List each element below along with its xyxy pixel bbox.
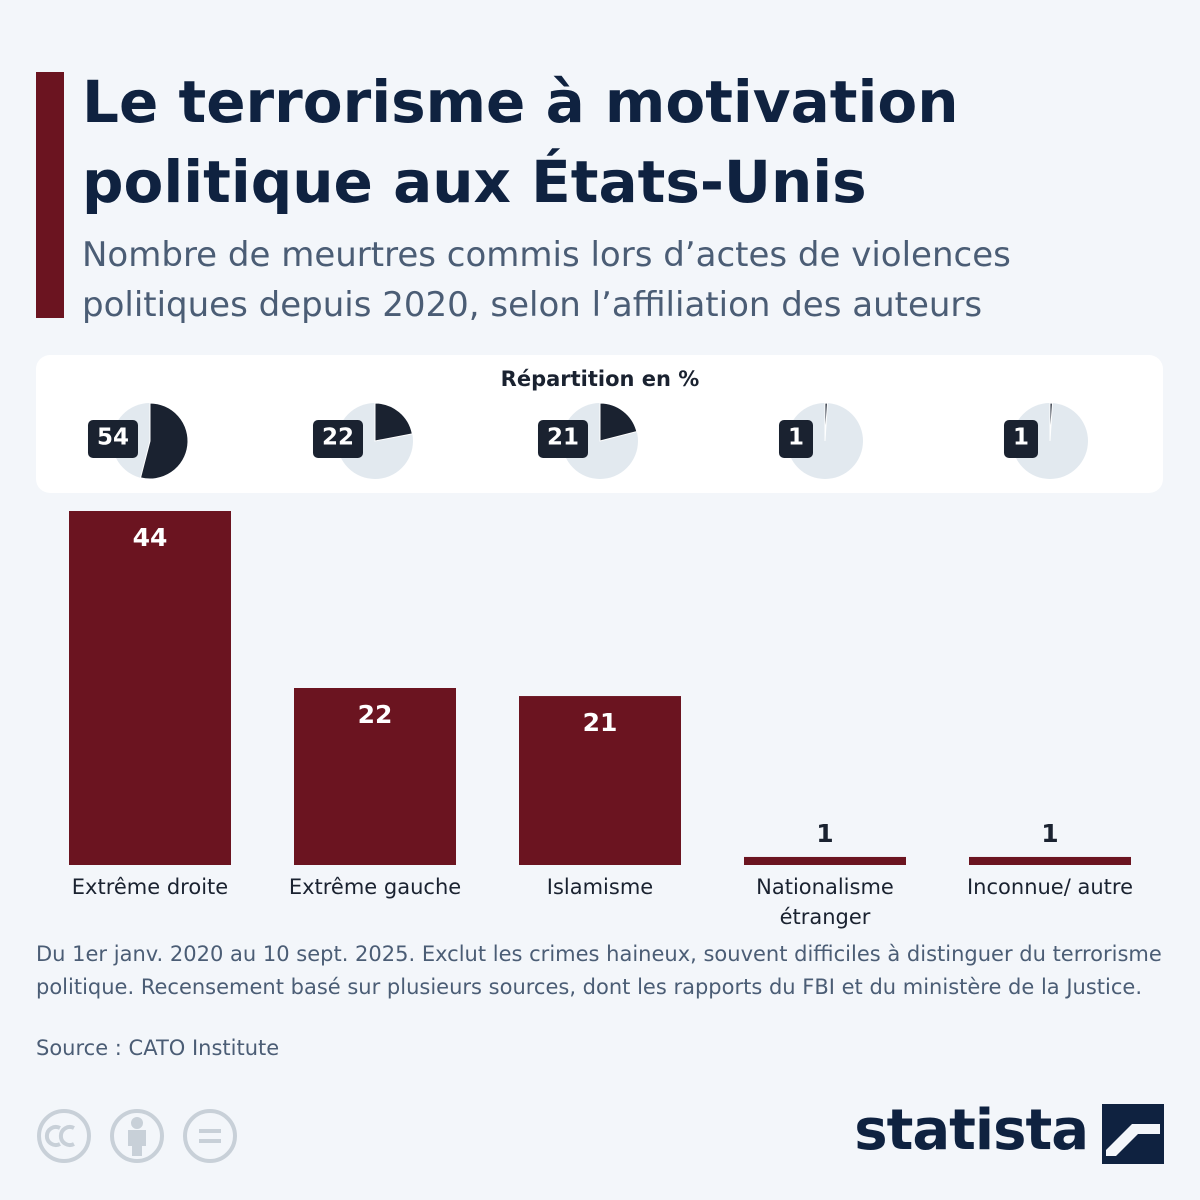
pie-value-label: 1: [788, 425, 804, 451]
note: Du 1er janv. 2020 au 10 sept. 2025. Excl…: [36, 942, 1162, 999]
pie-slice: [1049, 402, 1053, 442]
accent-bar: [36, 72, 64, 318]
pie-slice: [139, 402, 189, 480]
icon-shape: [1106, 1124, 1160, 1156]
pie-label-box: [312, 420, 363, 458]
pie-label-box: [87, 420, 138, 458]
pie-value-label: 1: [1013, 425, 1029, 451]
brand-icon: [1102, 1104, 1164, 1164]
pie-value-label: 54: [97, 425, 129, 451]
bar-value-label: 22: [358, 700, 393, 729]
brand-logo: statista: [854, 1098, 1089, 1163]
bar: [519, 696, 681, 865]
pie-label-box: [537, 420, 588, 458]
bar-value-label: 1: [816, 819, 833, 848]
bar: [744, 856, 906, 865]
category-label: Extrême droite: [71, 875, 229, 899]
bar: [294, 688, 456, 865]
source: Source : CATO Institute: [36, 1036, 280, 1060]
pie-slice: [599, 402, 638, 442]
pie-slice: [824, 402, 828, 442]
bar: [69, 511, 231, 865]
license-icons: [37, 1109, 237, 1163]
bar-value-label: 1: [1041, 819, 1058, 848]
pie-value-label: 22: [322, 425, 354, 451]
category-label: Inconnue/ autre: [966, 875, 1133, 899]
category-label: Nationalisme étranger: [756, 875, 894, 929]
pie-value-label: 21: [547, 425, 579, 451]
category-label: Extrême gauche: [288, 875, 462, 899]
category-label: Islamisme: [546, 875, 654, 899]
bar-value-label: 21: [583, 708, 618, 737]
subtitle: Nombre de meurtres commis lors d’actes d…: [82, 235, 1011, 325]
bar: [969, 856, 1131, 865]
title: Le terrorisme à motivation politique aux…: [82, 68, 959, 216]
icons: [37, 1109, 237, 1163]
pie-heading: Répartition en %: [501, 367, 700, 391]
pie-slice: [374, 402, 413, 442]
pie-label-box: [778, 420, 813, 458]
pie-label-box: [1003, 420, 1038, 458]
bar-value-label: 44: [133, 523, 168, 552]
